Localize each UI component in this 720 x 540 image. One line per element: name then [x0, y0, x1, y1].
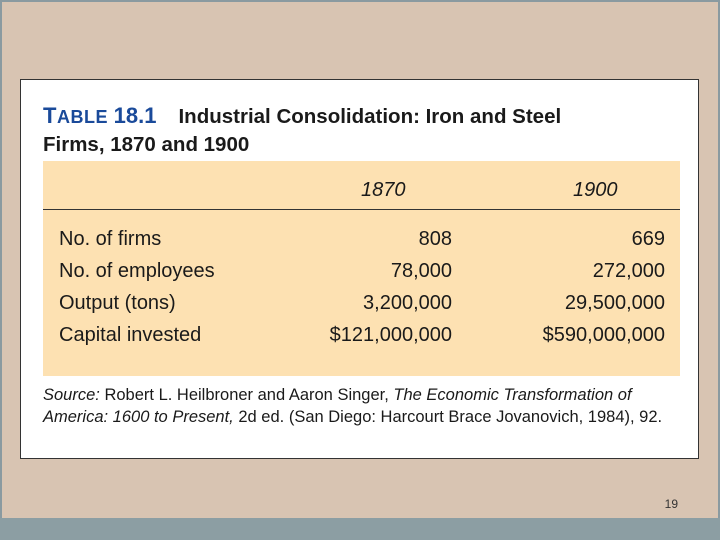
table-row: Capital invested $121,000,000 $590,000,0…: [43, 324, 680, 354]
table-row: No. of firms 808 669: [43, 228, 680, 258]
cell-1900: $590,000,000: [542, 324, 665, 346]
source-citation: Source: Robert L. Heilbroner and Aaron S…: [43, 384, 683, 428]
table-card: TABLE 18.1 Industrial Consolidation: Iron…: [20, 79, 699, 459]
table-row: Output (tons) 3,200,000 29,500,000: [43, 292, 680, 322]
column-header-1870: 1870: [361, 179, 406, 201]
table-row: No. of employees 78,000 272,000: [43, 260, 680, 290]
cell-1870: 78,000: [390, 260, 452, 282]
data-table: 1870 1900 No. of firms 808 669 No. of em…: [43, 161, 680, 376]
row-label: Capital invested: [59, 324, 202, 346]
source-book-title: The Economic Transformation of America: …: [43, 386, 632, 426]
title-line-2: Firms, 1870 and 1900: [43, 133, 250, 156]
table-label: TABLE: [43, 103, 108, 128]
source-details: 2d ed. (San Diego: Harcourt Brace Jovano…: [238, 408, 663, 426]
table-title: TABLE 18.1 Industrial Consolidation: Iron…: [43, 102, 683, 159]
column-header-1900: 1900: [573, 179, 618, 201]
header-rule: [43, 209, 680, 210]
row-label: Output (tons): [59, 292, 176, 314]
title-line-1: Industrial Consolidation: Iron and Steel: [178, 105, 562, 128]
cell-1900: 669: [631, 228, 665, 250]
cell-1870: 3,200,000: [363, 292, 452, 314]
row-label: No. of firms: [59, 228, 162, 250]
table-number: 18.1: [113, 103, 157, 128]
slide-number: 19: [664, 497, 678, 511]
cell-1870: $121,000,000: [329, 324, 452, 346]
cell-1900: 29,500,000: [564, 292, 665, 314]
source-authors: Robert L. Heilbroner and Aaron Singer,: [104, 386, 389, 404]
source-label: Source:: [43, 386, 100, 404]
row-label: No. of employees: [59, 260, 215, 282]
cell-1900: 272,000: [592, 260, 665, 282]
bottom-bar: [0, 518, 720, 540]
cell-1870: 808: [418, 228, 452, 250]
